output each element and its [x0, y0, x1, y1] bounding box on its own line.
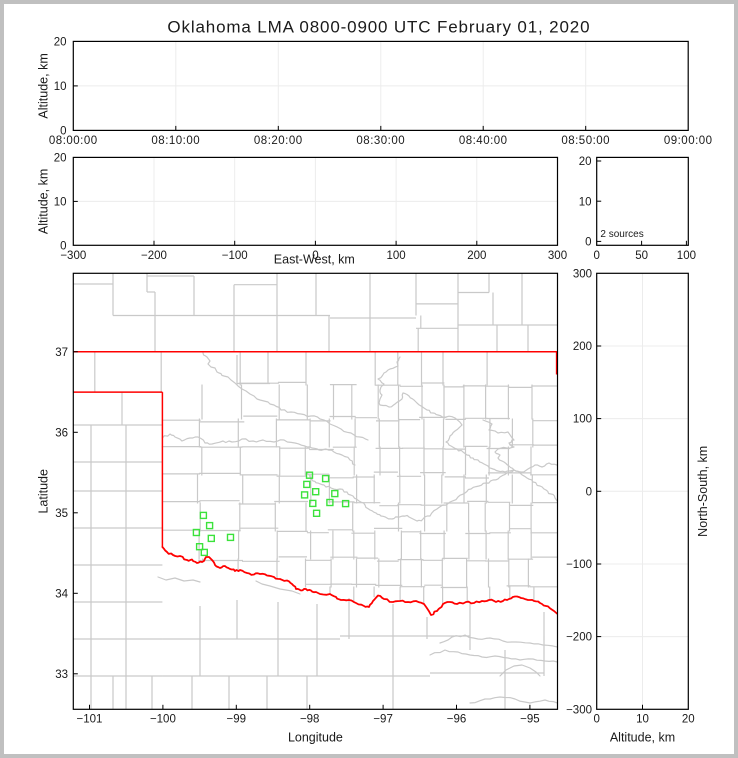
svg-text:10: 10: [54, 81, 67, 93]
svg-text:36: 36: [55, 427, 68, 439]
svg-text:North-South, km: North-South, km: [696, 446, 710, 537]
svg-text:08:30:00: 08:30:00: [356, 135, 405, 147]
svg-text:0: 0: [60, 126, 66, 138]
svg-text:−97: −97: [373, 714, 393, 726]
svg-text:300: 300: [573, 268, 592, 280]
svg-text:34: 34: [55, 588, 68, 600]
svg-text:08:20:00: 08:20:00: [254, 135, 303, 147]
svg-text:20: 20: [54, 153, 67, 165]
svg-text:−300: −300: [60, 250, 86, 262]
svg-text:0: 0: [312, 250, 318, 262]
svg-text:08:50:00: 08:50:00: [561, 135, 610, 147]
svg-text:09:00:00: 09:00:00: [664, 135, 713, 147]
svg-text:2 sources: 2 sources: [600, 229, 643, 240]
svg-text:0: 0: [585, 237, 591, 249]
svg-text:08:00:00: 08:00:00: [49, 135, 98, 147]
svg-text:East-West, km: East-West, km: [274, 252, 355, 266]
svg-text:−100: −100: [566, 559, 592, 571]
svg-text:−99: −99: [227, 714, 247, 726]
svg-text:10: 10: [636, 714, 649, 726]
svg-text:200: 200: [573, 341, 592, 353]
svg-text:10: 10: [579, 196, 592, 208]
svg-text:0: 0: [586, 486, 592, 498]
svg-text:−101: −101: [77, 714, 103, 726]
svg-text:−98: −98: [300, 714, 320, 726]
svg-text:20: 20: [579, 156, 592, 168]
svg-text:−200: −200: [566, 632, 592, 644]
svg-text:20: 20: [54, 37, 67, 49]
svg-text:08:10:00: 08:10:00: [151, 135, 200, 147]
svg-text:−96: −96: [447, 714, 467, 726]
svg-text:Latitude: Latitude: [37, 469, 51, 514]
svg-text:Altitude, km: Altitude, km: [37, 169, 51, 234]
svg-text:10: 10: [54, 197, 67, 209]
svg-text:0: 0: [60, 240, 66, 252]
svg-text:33: 33: [55, 669, 68, 681]
svg-text:37: 37: [55, 347, 68, 359]
svg-text:0: 0: [593, 250, 599, 262]
svg-text:−95: −95: [520, 714, 540, 726]
svg-text:20: 20: [682, 714, 695, 726]
svg-text:−100: −100: [222, 250, 248, 262]
svg-text:100: 100: [677, 250, 696, 262]
svg-text:08:40:00: 08:40:00: [459, 135, 508, 147]
svg-text:100: 100: [387, 250, 406, 262]
svg-text:50: 50: [635, 250, 648, 262]
svg-text:100: 100: [573, 414, 592, 426]
svg-text:−100: −100: [150, 714, 176, 726]
svg-text:−300: −300: [566, 704, 592, 716]
svg-text:Longitude: Longitude: [288, 731, 343, 745]
svg-text:0: 0: [593, 714, 599, 726]
svg-text:−200: −200: [141, 250, 167, 262]
svg-text:300: 300: [548, 250, 567, 262]
svg-text:Altitude, km: Altitude, km: [610, 731, 675, 745]
svg-text:200: 200: [467, 250, 486, 262]
svg-text:Oklahoma LMA 0800-0900 UTC Feb: Oklahoma LMA 0800-0900 UTC February 01, …: [167, 18, 590, 37]
svg-text:35: 35: [55, 508, 68, 520]
svg-text:Altitude, km: Altitude, km: [37, 53, 51, 118]
